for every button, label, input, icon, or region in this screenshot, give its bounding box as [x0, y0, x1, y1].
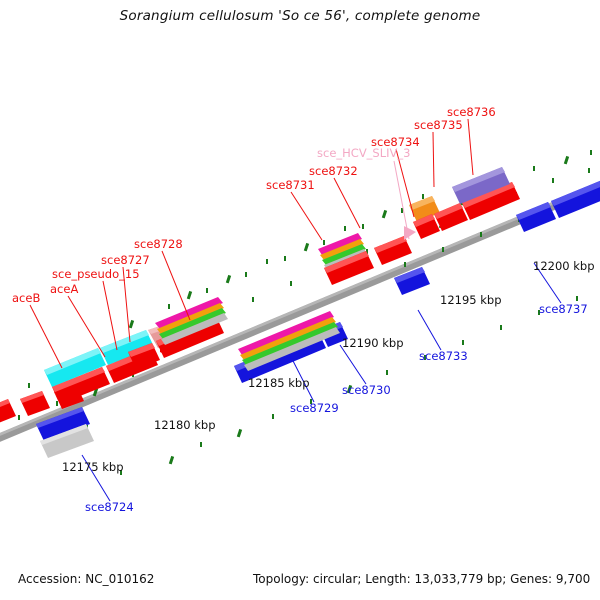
- label-leader-lines: [29, 118, 562, 502]
- gene-label-sce8730[interactable]: sce8730: [342, 383, 391, 397]
- gene-arrow-forward: [20, 391, 50, 416]
- scale-label-12185: 12185 kbp: [248, 376, 310, 390]
- gene-arrow-reverse: [36, 407, 90, 441]
- gene-arrow-forward-sce8732: [374, 236, 412, 265]
- gene-label-sce8727[interactable]: sce8727: [101, 253, 150, 267]
- leader-line-sce8731: [290, 191, 323, 241]
- gene-label-sce8735[interactable]: sce8735: [414, 118, 463, 132]
- gene-block-group-sce8737[interactable]: [516, 176, 600, 232]
- topology-text: Topology: circular; Length: 13,033,779 b…: [253, 572, 591, 586]
- leader-line-sce_hcv_sliv_3: [393, 160, 410, 240]
- leader-line-sce8724: [81, 454, 111, 502]
- gene-block-sce8724[interactable]: [36, 407, 94, 458]
- genome-axis-line: [0, 182, 600, 442]
- gene-arrow-forward: [52, 367, 110, 404]
- leader-line-sce8732: [333, 177, 361, 229]
- gene-label-sce8729[interactable]: sce8729: [290, 401, 339, 415]
- gene-label-sce8732[interactable]: sce8732: [309, 164, 358, 178]
- leader-line-aceb: [29, 304, 63, 369]
- gene-label-sce8733[interactable]: sce8733: [419, 349, 468, 363]
- page-title: Sorangium cellulosum 'So ce 56', complet…: [119, 8, 481, 24]
- leader-line-sce8728: [161, 250, 191, 321]
- feature-stripe-stack-sce8730: [238, 311, 340, 371]
- leader-line-sce8735: [432, 131, 435, 188]
- gene-label-sce8734[interactable]: sce8734: [371, 135, 420, 149]
- gene-label-sce8731[interactable]: sce8731: [266, 178, 315, 192]
- gene-label-aceb[interactable]: aceB: [12, 291, 41, 305]
- leader-line-sce8729: [289, 354, 315, 403]
- gene-label-sce8736[interactable]: sce8736: [447, 105, 496, 119]
- scale-label-12195: 12195 kbp: [440, 293, 502, 307]
- gene-label-sce8737[interactable]: sce8737: [539, 302, 588, 316]
- leader-line-sce8730: [339, 344, 367, 385]
- leader-line-sce_pseudo_15: [102, 280, 118, 351]
- gene-label-sce_hcv_sliv_3[interactable]: sce_HCV_SLIV_3: [317, 146, 411, 160]
- gene-block-grey: [40, 424, 94, 458]
- gene-arrow-forward-sce8736: [462, 182, 520, 220]
- gene-arrow-forward: [0, 399, 16, 423]
- scale-label-12190: 12190 kbp: [342, 336, 404, 350]
- feature-stripe-stack-sce8728: [155, 297, 228, 345]
- gene-arrow-forward: [434, 203, 468, 231]
- leader-line-sce8737: [533, 262, 562, 304]
- status-bar: Accession: NC_010162 Topology: circular;…: [0, 572, 600, 594]
- gene-arrow-reverse-sce8733: [394, 267, 430, 295]
- gene-block-aceB-cyan: [44, 348, 106, 387]
- gene-arrow-reverse: [551, 180, 600, 218]
- gene-label-sce_pseudo_15[interactable]: sce_pseudo_15: [52, 267, 140, 281]
- gene-label-sce8728[interactable]: sce8728: [134, 237, 183, 251]
- leader-line-acea: [67, 295, 106, 358]
- gene-block-sce8735-purple: [452, 167, 510, 204]
- gene-arrow-forward: [128, 343, 160, 369]
- feature-arrow-sce-hcv-sliv-3[interactable]: [404, 226, 416, 240]
- scale-label-12200: 12200 kbp: [533, 259, 595, 273]
- gene-block-aceA-cyan: [100, 330, 154, 365]
- leader-line-sce8734: [395, 148, 415, 218]
- leader-line-sce8736: [467, 118, 474, 176]
- gene-block-group-sce8731-8732[interactable]: [318, 233, 430, 295]
- gene-label-sce8724[interactable]: sce8724: [85, 500, 134, 514]
- leader-line-sce8727: [122, 266, 131, 343]
- gene-label-acea[interactable]: aceA: [50, 282, 79, 296]
- scale-label-12180: 12180 kbp: [154, 418, 216, 432]
- scale-label-12175: 12175 kbp: [62, 460, 124, 474]
- accession-text: Accession: NC_010162: [18, 572, 155, 586]
- gene-arrow-forward-sce8731: [324, 251, 374, 285]
- gene-arrow-forward: [413, 214, 440, 239]
- gene-block-group-sce8729-8730[interactable]: [234, 311, 348, 383]
- gene-block-group-sce8727-8728[interactable]: [128, 297, 228, 369]
- gene-block-group-sce8734-8736[interactable]: [409, 167, 520, 239]
- leader-line-sce8733: [417, 309, 442, 351]
- gene-arrow-reverse: [516, 202, 556, 232]
